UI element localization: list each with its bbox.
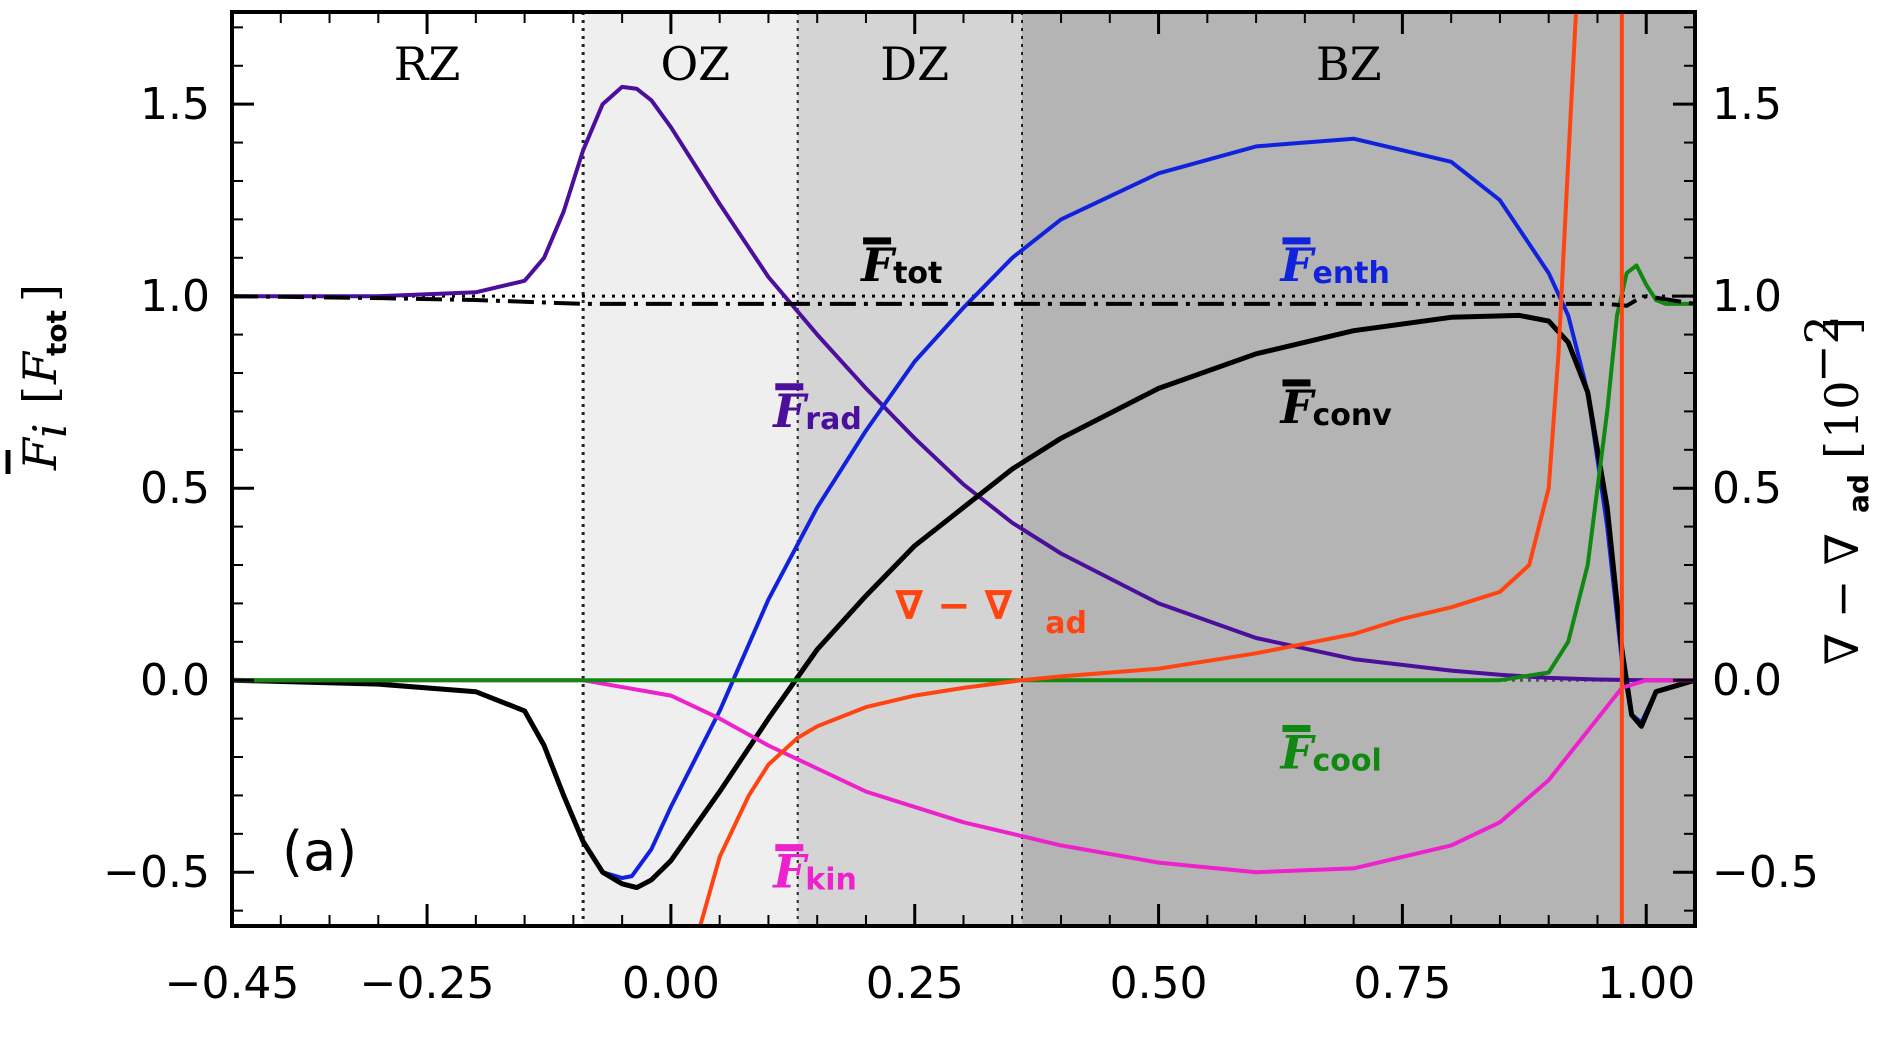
x-tick-label: 0.75 xyxy=(1353,958,1451,1009)
annotation-sub: cool xyxy=(1312,744,1381,779)
annotation-sub: conv xyxy=(1312,398,1392,433)
annotation-main: F xyxy=(1278,380,1316,434)
annotation-grad-sub: ad xyxy=(1045,606,1087,641)
series-grad-minus-grad-ad xyxy=(698,11,1578,927)
y-left-bracket-main: F xyxy=(13,350,67,385)
y-left-bracket-close: ] xyxy=(13,284,67,302)
zone-label-dz: DZ xyxy=(880,37,949,91)
y-axis-left-title: F i [ F tot ] xyxy=(5,284,77,474)
series-f-conv xyxy=(231,312,1696,891)
zone-dz xyxy=(797,12,1023,926)
reference-line xyxy=(232,294,1695,682)
annotation-grad-minus-grad-ad: ∇ − ∇ ad xyxy=(895,583,1087,641)
zone-label-rz: RZ xyxy=(394,37,461,91)
annotation-grad-text: ∇ − ∇ xyxy=(895,583,1012,629)
annotation-sub: kin xyxy=(805,863,857,898)
y-left-main: F xyxy=(13,436,67,471)
y-right-bracket-open: [ xyxy=(1815,441,1869,459)
x-tick-label: 0.25 xyxy=(866,958,964,1009)
x-tick-label: −0.45 xyxy=(165,958,300,1009)
zone-boundaries xyxy=(581,12,1024,926)
y-left-tick-label: 0.5 xyxy=(140,463,210,514)
y-right-sub: ad xyxy=(1842,474,1875,513)
annotation-main: F xyxy=(771,845,809,899)
annotation-sub: enth xyxy=(1312,256,1389,291)
y-right-tick-label: 1.0 xyxy=(1712,271,1782,322)
y-left-tick-label: −0.5 xyxy=(103,847,210,898)
y-right-unit: 10 xyxy=(1815,380,1869,439)
y-left-bracket-open: [ xyxy=(13,386,67,404)
series-f-cool xyxy=(232,263,1695,683)
series-lines xyxy=(231,11,1696,927)
y-right-tick-label: 1.5 xyxy=(1712,79,1782,130)
y-right-bracket-close: ] xyxy=(1815,317,1869,335)
x-tick-label: −0.25 xyxy=(360,958,495,1009)
x-tick-label: 0.50 xyxy=(1110,958,1208,1009)
zone-label-bz: BZ xyxy=(1316,37,1382,91)
y-right-unit-exp: −2 xyxy=(1795,315,1849,383)
annotation-main: F xyxy=(859,238,897,292)
zone-rz xyxy=(232,12,584,926)
axis-ticks xyxy=(230,12,1695,926)
annotation-main: F xyxy=(1278,726,1316,780)
x-tick-label: 0.00 xyxy=(622,958,720,1009)
series-f-tot xyxy=(231,294,1696,308)
y-right-tick-label: 0.5 xyxy=(1712,463,1782,514)
panel-label: (a) xyxy=(282,820,357,883)
y-left-tick-label: 1.0 xyxy=(140,271,210,322)
zone-bz xyxy=(1022,12,1695,926)
annotation-sub: tot xyxy=(893,256,942,291)
y-left-tick-label: 0.0 xyxy=(140,655,210,706)
y-left-bracket-sub: tot xyxy=(40,310,73,356)
annotation-main: F xyxy=(771,384,809,438)
series-f-rad xyxy=(232,84,1695,683)
annotation-main: F xyxy=(1278,238,1316,292)
zone-labels: RZ OZ DZ BZ xyxy=(394,37,1382,91)
y-axis-right-title: ∇ − ∇ ad [ 10 −2 ] xyxy=(1795,315,1875,665)
zone-oz xyxy=(583,12,798,926)
tick-labels: −0.45 −0.25 0.00 0.25 0.50 0.75 1.00 −0.5 0.0 0.5… xyxy=(103,79,1819,1009)
y-left-tick-label: 1.5 xyxy=(140,79,210,130)
zone-backgrounds xyxy=(232,12,1695,926)
y-right-tick-label: −0.5 xyxy=(1712,847,1819,898)
y-right-main: ∇ − ∇ xyxy=(1815,533,1869,665)
annotation-sub: rad xyxy=(805,402,862,437)
zone-label-oz: OZ xyxy=(660,37,730,91)
y-left-sub: i xyxy=(23,423,77,438)
x-tick-label: 1.00 xyxy=(1597,958,1695,1009)
y-right-tick-label: 0.0 xyxy=(1712,655,1782,706)
series-f-kin xyxy=(232,678,1695,875)
